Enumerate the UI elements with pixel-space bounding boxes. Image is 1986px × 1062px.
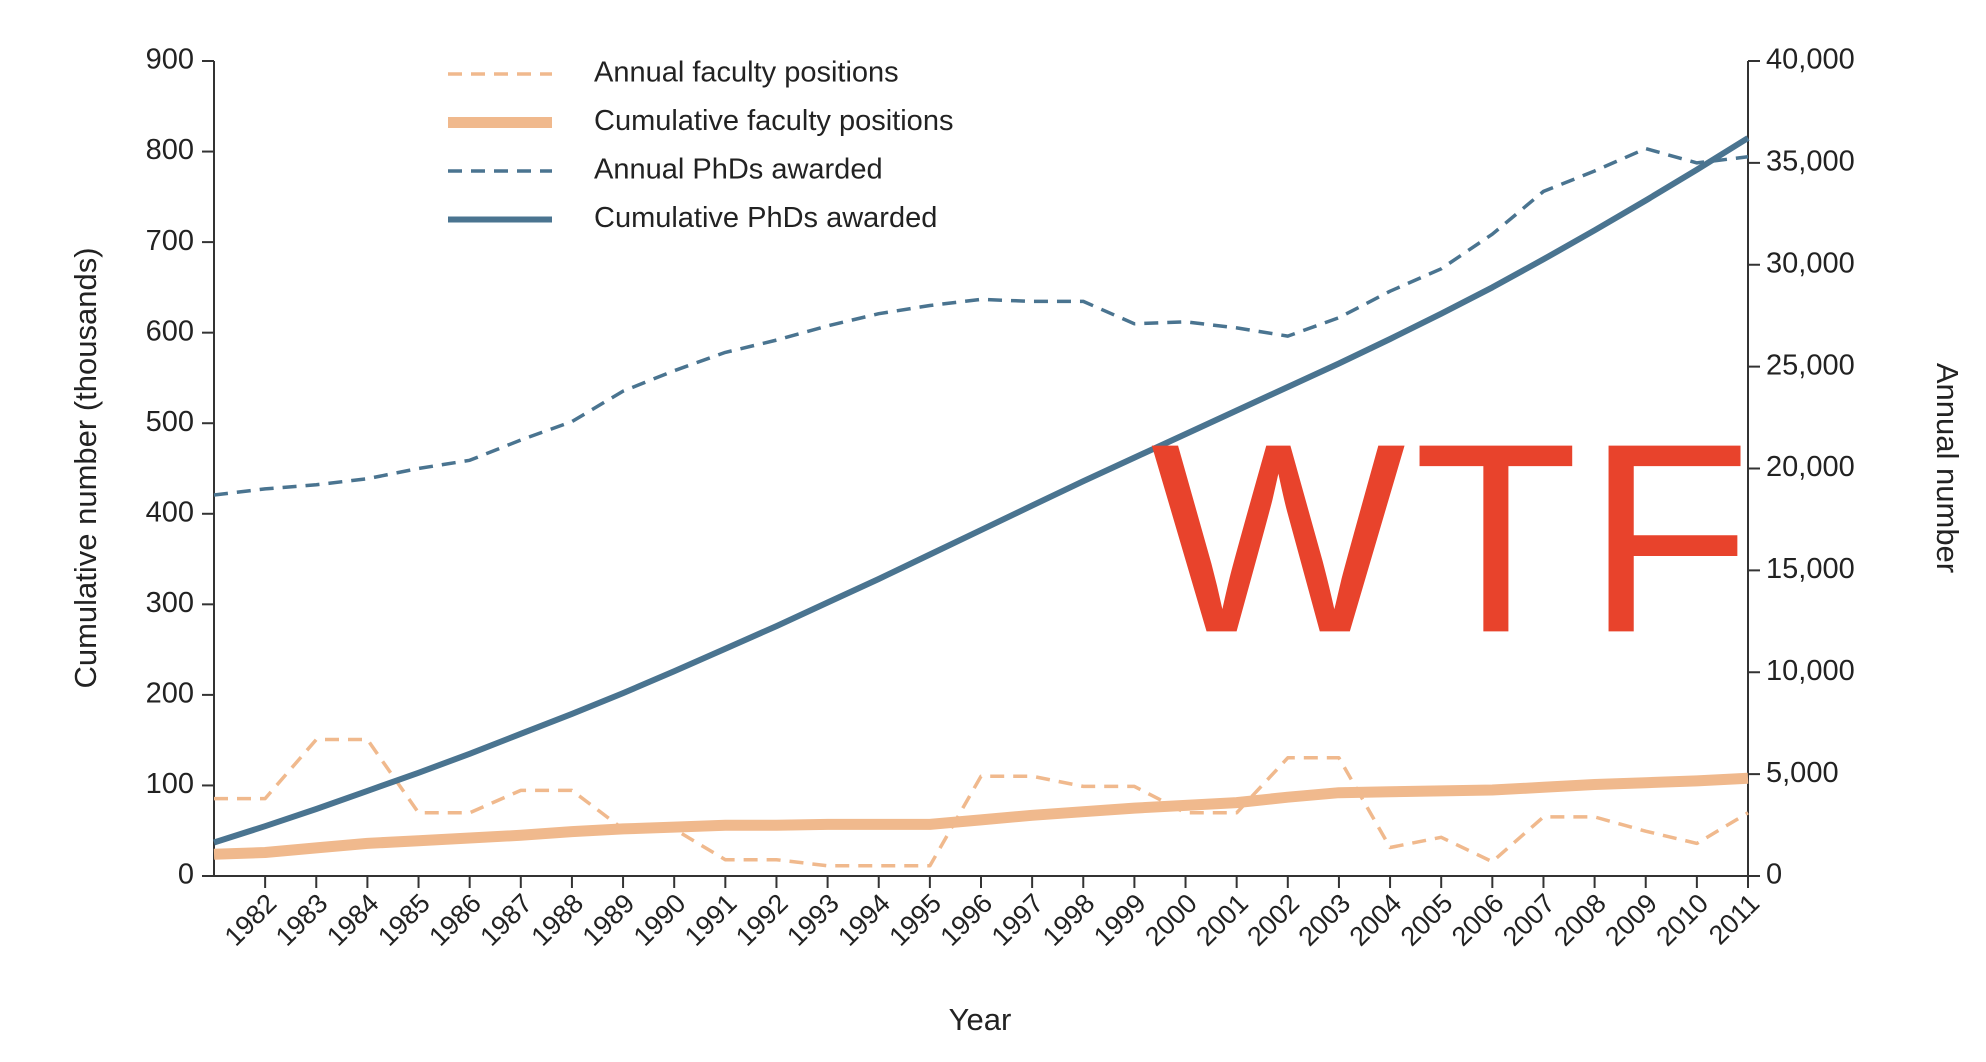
- y2-tick-label: 0: [1766, 859, 1782, 891]
- x-tick-label: 2007: [1497, 888, 1561, 952]
- y-tick-label: 600: [146, 315, 194, 347]
- x-tick-label: 2009: [1599, 888, 1663, 952]
- legend-label: Annual PhDs awarded: [594, 154, 883, 186]
- y-tick-label: 500: [146, 406, 194, 438]
- x-tick-label: 1983: [270, 888, 334, 952]
- series-line: [213, 146, 1749, 497]
- x-tick-label: 1998: [1037, 888, 1101, 952]
- x-tick-label: 1996: [935, 888, 999, 952]
- x-tick-label: 2004: [1344, 888, 1408, 952]
- x-tick-label: 1988: [526, 888, 590, 952]
- legend-label: Cumulative faculty positions: [594, 105, 953, 137]
- x-tick-label: 1982: [219, 888, 283, 952]
- y-tick-label: 0: [178, 859, 194, 891]
- x-tick-label: 1999: [1088, 888, 1152, 952]
- x-tick-label: 2005: [1395, 888, 1459, 952]
- y-tick-label: 300: [146, 587, 194, 619]
- annotation: WTF: [1151, 388, 1760, 689]
- y-tick-label: 900: [146, 44, 194, 76]
- x-tick-label: 1985: [372, 888, 436, 952]
- x-tick-label: 2002: [1241, 888, 1305, 952]
- x-tick-label: 1994: [832, 888, 896, 952]
- legend-label: Annual faculty positions: [594, 57, 899, 89]
- y2-axis-title: Annual number: [1930, 363, 1965, 573]
- x-tick-label: 1995: [883, 888, 947, 952]
- x-tick-label: 2000: [1139, 888, 1203, 952]
- series-line: [213, 772, 1749, 860]
- y2-tick-label: 10,000: [1766, 655, 1855, 687]
- series-line: [213, 135, 1750, 846]
- x-tick-label: 1989: [577, 888, 641, 952]
- x-tick-label: 1986: [423, 888, 487, 952]
- x-tick-label: 2011: [1703, 888, 1765, 950]
- x-tick-label: 2006: [1446, 888, 1510, 952]
- series-line: [214, 737, 1749, 868]
- x-tick-label: 1984: [321, 888, 385, 952]
- x-tick-label: 1990: [628, 888, 692, 952]
- x-tick-label: 1993: [781, 888, 845, 952]
- x-tick-label: 1992: [730, 888, 794, 952]
- y-tick-label: 700: [146, 225, 194, 257]
- y-tick-label: 200: [146, 678, 194, 710]
- y2-tick-label: 5,000: [1766, 757, 1839, 789]
- x-tick-label: 2001: [1190, 888, 1254, 952]
- x-tick-label: 2010: [1650, 888, 1714, 952]
- y-tick-label: 400: [146, 496, 194, 528]
- y2-tick-label: 40,000: [1766, 44, 1855, 76]
- x-tick-label: 1987: [474, 888, 538, 952]
- y-axis-title: Cumulative number (thousands): [68, 247, 103, 688]
- x-tick-label: 2003: [1293, 888, 1357, 952]
- x-tick-label: 2008: [1548, 888, 1612, 952]
- y-tick-label: 800: [146, 134, 194, 166]
- x-tick-label: 1991: [679, 888, 743, 952]
- y2-tick-label: 25,000: [1766, 349, 1855, 381]
- y2-tick-label: 30,000: [1766, 247, 1855, 279]
- legend-label: Cumulative PhDs awarded: [594, 202, 937, 234]
- y2-tick-label: 15,000: [1766, 553, 1855, 585]
- y2-tick-label: 20,000: [1766, 451, 1855, 483]
- x-axis-title: Year: [949, 1002, 1012, 1037]
- y2-tick-label: 35,000: [1766, 146, 1855, 178]
- x-tick-label: 1997: [986, 888, 1050, 952]
- y-tick-label: 100: [146, 768, 194, 800]
